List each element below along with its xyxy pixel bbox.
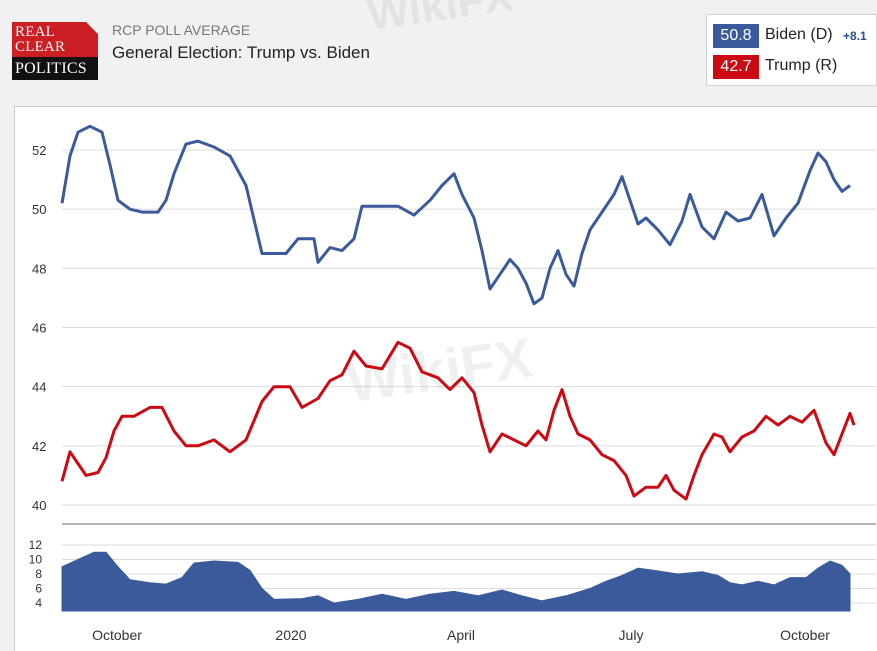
series-line-biden (60, 124, 851, 306)
chart-panel (14, 106, 877, 651)
logo-line-1: REAL (15, 24, 55, 40)
y-tick-sub-8: 8 (35, 567, 42, 581)
y-tick-main-44: 44 (32, 380, 46, 395)
series-line-trump (60, 340, 856, 501)
y-tick-main-46: 46 (32, 321, 46, 336)
chart-subtitle: RCP POLL AVERAGE (112, 22, 251, 38)
chart-title: General Election: Trump vs. Biden (112, 43, 370, 62)
logo-black-block (12, 57, 98, 80)
spread-area-series (61, 551, 851, 612)
x-tick-0: October (92, 627, 142, 643)
biden-spread: +8.1 (843, 29, 867, 43)
y-tick-main-50: 50 (32, 202, 46, 217)
trump-label: Trump (R) (765, 57, 838, 74)
logo-red-block (12, 22, 98, 57)
logo-line-3: POLITICS (15, 60, 87, 77)
logo-line-2: CLEAR (15, 39, 66, 55)
realclearpolitics-logo[interactable]: REAL CLEAR POLITICS (12, 22, 98, 80)
x-tick-3: July (619, 627, 644, 643)
biden-label: Biden (D) (765, 26, 833, 43)
y-tick-main-48: 48 (32, 261, 46, 276)
biden-value-badge: 50.8 (713, 24, 759, 48)
y-tick-main-40: 40 (32, 498, 46, 513)
header: REAL CLEAR POLITICS RCP POLL AVERAGE Gen… (0, 0, 877, 104)
trump-value-badge: 42.7 (713, 55, 759, 79)
y-tick-main-42: 42 (32, 439, 46, 454)
watermark-text-middle: WikiFX (343, 326, 536, 414)
y-tick-sub-6: 6 (35, 582, 42, 596)
logo-corner-fold (86, 22, 98, 34)
y-tick-sub-10: 10 (29, 553, 43, 567)
y-tick-main-52: 52 (32, 143, 46, 158)
watermark-text-top: WikiFX (365, 0, 517, 40)
y-tick-sub-12: 12 (29, 538, 43, 552)
y-tick-sub-4: 4 (35, 596, 42, 610)
x-tick-4: October (780, 627, 830, 643)
x-tick-2: April (447, 627, 475, 643)
legend-box: 50.8 Biden (D) +8.1 42.7 Trump (R) (706, 14, 877, 86)
x-tick-1: 2020 (275, 627, 306, 643)
